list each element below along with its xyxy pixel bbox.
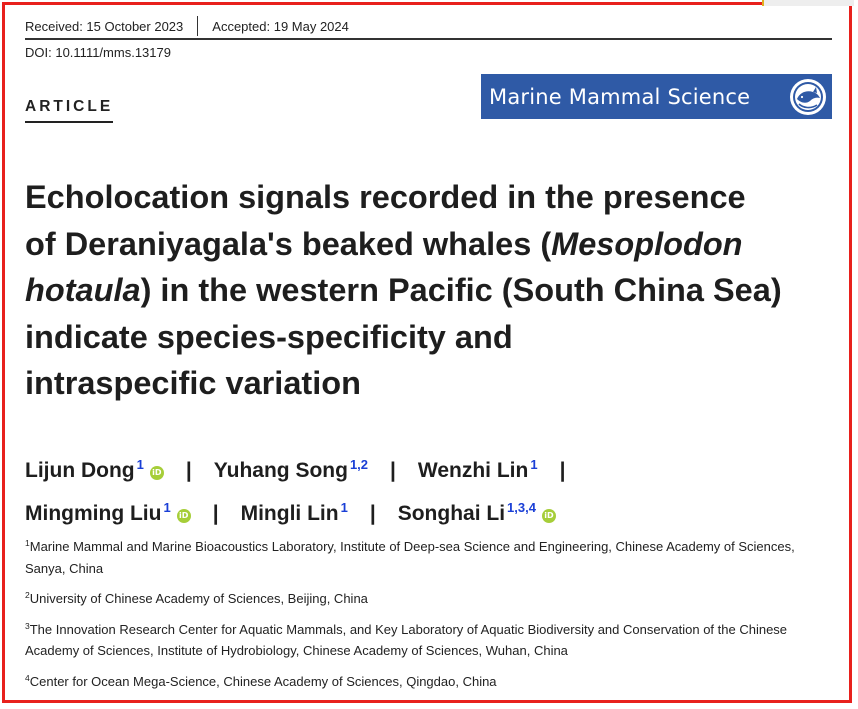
- title-line-1: Echolocation signals recorded in the pre…: [25, 179, 746, 215]
- author-name: Songhai Li: [397, 502, 506, 525]
- author-name: Mingli Lin: [240, 502, 339, 525]
- author-affiliation-ref[interactable]: 1: [136, 457, 144, 472]
- author-line-2: Mingming Liu 1iD | Mingli Lin 1 | Songhai Li 1,…: [25, 489, 825, 532]
- screenshot-frame: [2, 2, 852, 703]
- affiliation-item: 2University of Chinese Academy of Scienc…: [25, 585, 835, 610]
- affiliation-text: The Innovation Research Center for Aquat…: [25, 621, 788, 659]
- affiliation-item: 4Center for Ocean Mega-Science, Chinese …: [25, 668, 835, 693]
- author[interactable]: Wenzhi Lin 1: [417, 457, 538, 482]
- author[interactable]: Yuhang Song 1,2: [213, 457, 369, 482]
- author-affiliation-ref[interactable]: 1,2: [349, 457, 369, 472]
- affiliation-item: 3The Innovation Research Center for Aqua…: [25, 616, 835, 662]
- author[interactable]: Mingming Liu 1 iD: [25, 500, 191, 525]
- title-line-2-text: of Deraniyagala's beaked whales (: [25, 225, 552, 262]
- orcid-icon[interactable]: iD: [541, 509, 556, 523]
- date-divider: [197, 16, 199, 36]
- author-name: Wenzhi Lin: [417, 459, 529, 482]
- author-separator: |: [390, 459, 396, 482]
- corner-tab: [762, 0, 854, 6]
- orcid-icon[interactable]: iD: [149, 466, 164, 480]
- affiliation-text: Center for Ocean Mega-Science, Chinese A…: [29, 673, 497, 689]
- doi-link[interactable]: DOI: 10.1111/mms.13179: [25, 45, 171, 60]
- affiliation-number: 1: [25, 538, 30, 548]
- affiliation-number: 3: [25, 620, 30, 631]
- header-rule: [25, 38, 832, 40]
- journal-logo-icon: [790, 79, 826, 115]
- affiliation-text: Marine Mammal and Marine Bioacoustics La…: [25, 539, 795, 576]
- author-affiliation-ref[interactable]: 1: [163, 500, 171, 515]
- journal-name: Marine Mammal Science: [489, 84, 751, 109]
- author-separator: |: [212, 502, 219, 525]
- title-line-2: of Deraniyagala's beaked whales (Mesoplo…: [25, 221, 815, 268]
- author[interactable]: Songhai Li 1,3,4 iD: [397, 500, 556, 525]
- title-line-3-text: ) in the western Pacific (South China Se…: [140, 272, 782, 308]
- author-line-1: Lijun Dong 1iD | Yuhang Song 1,2 | Wenzhi Lin 1…: [25, 446, 825, 489]
- received-date: Received: 15 October 2023: [25, 18, 184, 34]
- affiliation-list: 1Marine Mammal and Marine Bioacoustics L…: [25, 533, 835, 698]
- title-line-4: indicate species-specificity and: [25, 318, 513, 355]
- author-name: Yuhang Song: [213, 459, 348, 482]
- journal-banner[interactable]: Marine Mammal Science: [481, 74, 832, 119]
- title-line-3: hotaula) in the western Pacific (South C…: [25, 267, 815, 314]
- article-type-label: ARTICLE: [25, 98, 114, 123]
- author-affiliation-ref[interactable]: 1: [340, 500, 348, 515]
- author[interactable]: Mingli Lin 1: [240, 500, 348, 525]
- author[interactable]: Lijun Dong 1 iD: [25, 457, 164, 482]
- author-list: Lijun Dong 1iD | Yuhang Song 1,2 | Wenzhi Lin 1…: [25, 446, 825, 532]
- author-affiliation-ref[interactable]: 1,3,4: [507, 500, 536, 515]
- affiliation-number: 4: [25, 672, 30, 683]
- article-dates: Received: 15 October 2023 Accepted: 19 M…: [25, 15, 349, 37]
- author-separator: |: [369, 502, 376, 525]
- author-separator: |: [559, 459, 566, 482]
- author-affiliation-ref[interactable]: 1: [530, 457, 538, 472]
- species-genus: Mesoplodon: [551, 225, 743, 262]
- article-title: Echolocation signals recorded in the pre…: [25, 174, 815, 407]
- author-name: Mingming Liu: [25, 502, 162, 525]
- affiliation-item: 1Marine Mammal and Marine Bioacoustics L…: [25, 533, 835, 579]
- affiliation-number: 2: [25, 590, 30, 600]
- author-separator: |: [185, 459, 192, 482]
- orcid-icon[interactable]: iD: [176, 509, 191, 523]
- species-epithet: hotaula: [25, 272, 141, 308]
- accepted-date: Accepted: 19 May 2024: [212, 18, 349, 34]
- affiliation-text: University of Chinese Academy of Science…: [29, 591, 368, 606]
- author-name: Lijun Dong: [25, 459, 135, 482]
- title-line-5: intraspecific variation: [25, 365, 361, 401]
